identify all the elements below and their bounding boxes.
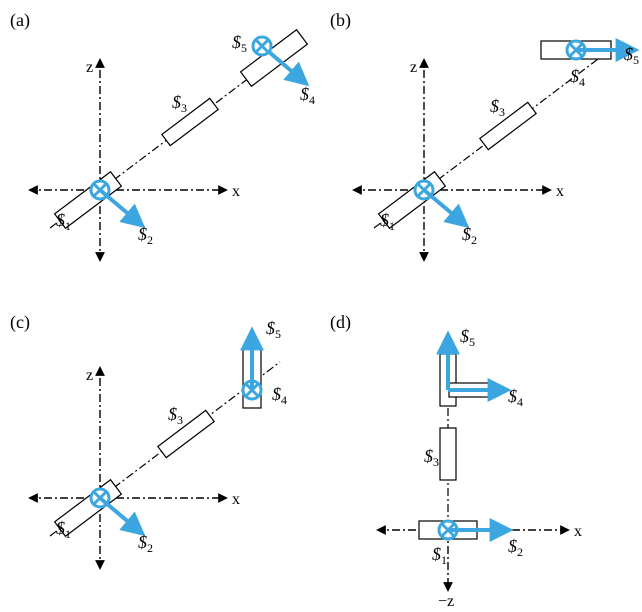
panel-a-axis-x-label: x — [232, 183, 240, 200]
panel-c-link_mid — [158, 410, 214, 457]
panel-a-s2-label: $2 — [138, 224, 153, 247]
panel-c-s3-label: $3 — [168, 404, 183, 427]
panel-c-s4-label: $4 — [272, 384, 287, 407]
panel-d-link_mid — [440, 428, 456, 480]
panel-b-s3-label: $3 — [490, 96, 505, 119]
panel-b-s2-arrow — [424, 190, 462, 222]
panel-b-axis-z-label: z — [410, 59, 417, 76]
panel-d-s4-label: $4 — [508, 386, 523, 409]
panel-a-s3-label: $3 — [172, 92, 187, 115]
panel-b-s5-label: $5 — [624, 44, 639, 67]
panel-a-s2-arrow — [100, 190, 138, 222]
panel-b-s4-label: $4 — [570, 66, 585, 89]
panel-a-axis-z-label: z — [86, 59, 93, 76]
panel-c-label: (c) — [10, 312, 30, 333]
panel-d-s2-label: $2 — [508, 536, 523, 559]
panel-c-s2-label: $2 — [138, 532, 153, 555]
panel-c-s2-arrow — [100, 498, 138, 530]
panel-a-s4-label: $4 — [300, 84, 315, 107]
panel-b-link_mid — [480, 102, 536, 149]
panel-d-s5-label: $5 — [460, 326, 475, 349]
panel-d-s1-label: $1 — [432, 544, 447, 567]
panel-d-label: (d) — [330, 312, 351, 333]
panel-d-s3-label: $3 — [424, 446, 439, 469]
panel-b-label: (b) — [330, 10, 351, 31]
panel-d-axis-x-label: x — [574, 523, 582, 540]
figure-canvas: (a)zx$1$2$3$4$5(b)zx$1$2$3$4$5(c)zx$1$2$… — [0, 0, 642, 612]
panel-b-axis-x-label: x — [556, 183, 564, 200]
panel-d-axis-down-label: −z — [438, 593, 454, 610]
panel-c-axis-x-label: x — [232, 491, 240, 508]
panel-c-axis-z-label: z — [86, 367, 93, 384]
panel-c-s5-label: $5 — [266, 318, 281, 341]
panel-b-s2-label: $2 — [462, 224, 477, 247]
panel-a-link_mid — [162, 98, 218, 145]
panel-a-label: (a) — [10, 10, 30, 31]
panel-a-s5-label: $5 — [232, 32, 247, 55]
